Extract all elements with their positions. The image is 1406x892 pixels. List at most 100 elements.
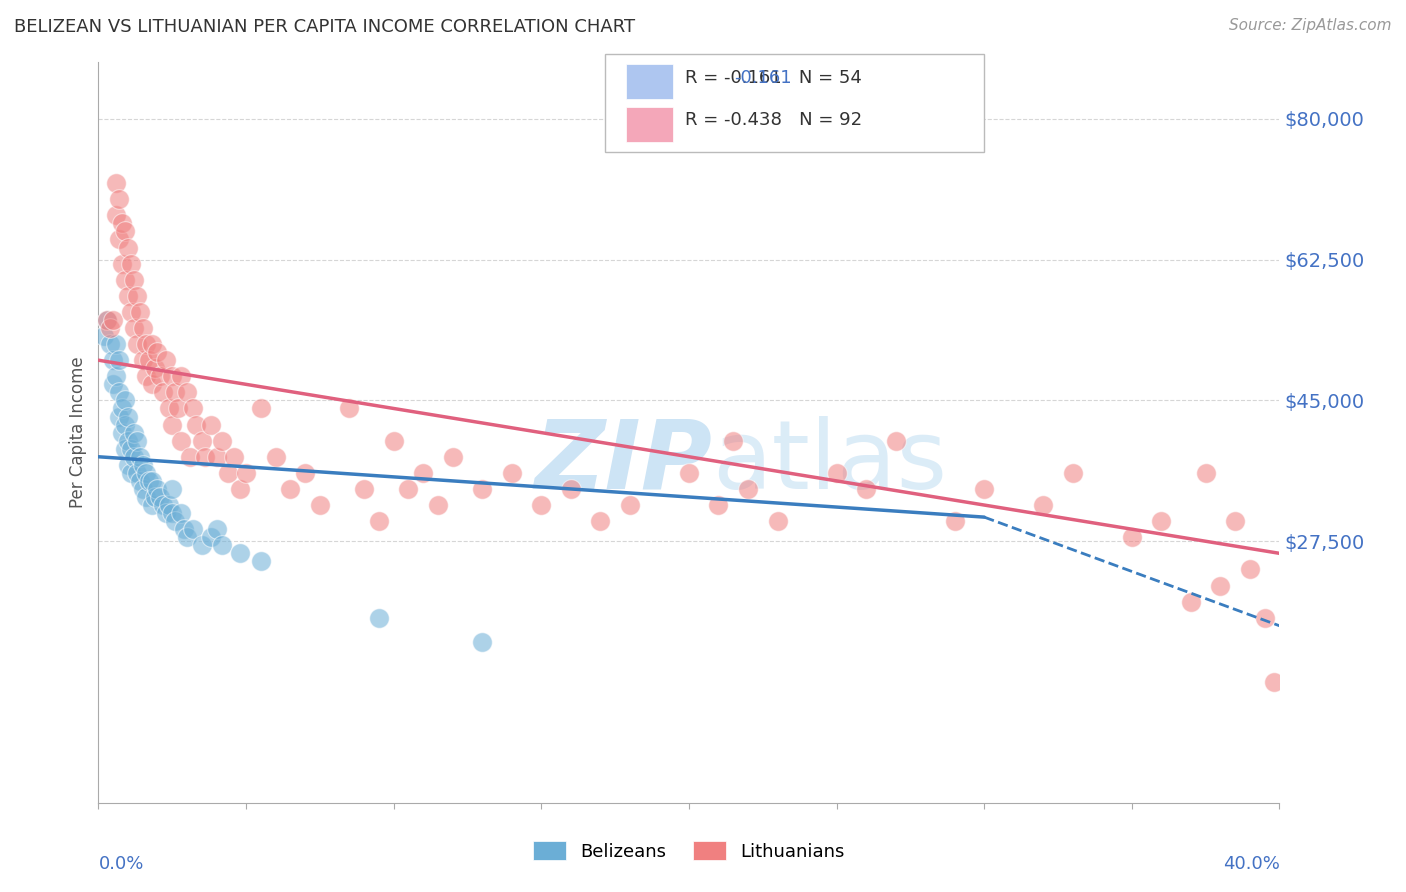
- Point: [111, 257, 134, 271]
- Point: [1032, 498, 1054, 512]
- Point: [96, 313, 118, 327]
- Point: [146, 482, 169, 496]
- Point: [128, 305, 150, 319]
- Point: [96, 313, 118, 327]
- Point: [111, 425, 134, 440]
- Point: [120, 442, 142, 456]
- Point: [398, 482, 420, 496]
- Point: [162, 482, 183, 496]
- Point: [108, 385, 131, 400]
- Point: [117, 458, 139, 472]
- Point: [98, 321, 121, 335]
- Point: [179, 450, 201, 464]
- Point: [224, 450, 246, 464]
- Point: [143, 490, 166, 504]
- Point: [128, 474, 150, 488]
- Point: [157, 498, 180, 512]
- Text: R = -0.161   N = 54: R = -0.161 N = 54: [685, 69, 862, 87]
- Point: [294, 466, 316, 480]
- Point: [211, 538, 233, 552]
- Point: [146, 345, 169, 359]
- Point: [162, 506, 183, 520]
- Point: [194, 450, 217, 464]
- Point: [973, 482, 995, 496]
- Point: [120, 305, 142, 319]
- Point: [235, 466, 257, 480]
- Point: [211, 434, 233, 448]
- Point: [1239, 562, 1261, 576]
- Point: [105, 369, 128, 384]
- Point: [149, 369, 172, 384]
- Point: [122, 450, 145, 464]
- Point: [128, 450, 150, 464]
- Point: [117, 409, 139, 424]
- Point: [1180, 594, 1202, 608]
- Text: atlas: atlas: [713, 416, 948, 508]
- Point: [103, 313, 125, 327]
- Point: [766, 514, 789, 528]
- Point: [157, 401, 180, 416]
- Point: [471, 635, 494, 649]
- Point: [884, 434, 907, 448]
- Point: [149, 490, 172, 504]
- Point: [205, 450, 228, 464]
- Point: [339, 401, 361, 416]
- Text: -0.161: -0.161: [734, 69, 792, 87]
- Point: [441, 450, 464, 464]
- Point: [111, 216, 134, 230]
- Point: [105, 208, 128, 222]
- Point: [152, 498, 174, 512]
- Point: [108, 409, 131, 424]
- Point: [205, 522, 228, 536]
- Point: [132, 458, 155, 472]
- Point: [181, 401, 204, 416]
- Point: [162, 417, 183, 432]
- Point: [125, 289, 148, 303]
- Point: [125, 337, 148, 351]
- Point: [165, 514, 187, 528]
- Point: [108, 353, 131, 368]
- Point: [155, 353, 177, 368]
- Point: [132, 321, 155, 335]
- Point: [309, 498, 332, 512]
- Point: [530, 498, 553, 512]
- Point: [250, 401, 273, 416]
- Point: [217, 466, 239, 480]
- Text: Source: ZipAtlas.com: Source: ZipAtlas.com: [1229, 18, 1392, 33]
- Point: [114, 224, 136, 238]
- Point: [162, 369, 183, 384]
- Legend: Belizeans, Lithuanians: Belizeans, Lithuanians: [526, 834, 852, 868]
- Point: [138, 353, 160, 368]
- Point: [114, 273, 136, 287]
- Point: [250, 554, 273, 568]
- Point: [191, 434, 214, 448]
- Point: [1121, 530, 1143, 544]
- Point: [141, 474, 163, 488]
- Point: [120, 257, 142, 271]
- Point: [412, 466, 434, 480]
- Point: [170, 506, 193, 520]
- Point: [98, 337, 121, 351]
- Point: [141, 377, 163, 392]
- Point: [723, 434, 745, 448]
- Point: [382, 434, 405, 448]
- Point: [1254, 610, 1277, 624]
- Point: [560, 482, 582, 496]
- Point: [155, 506, 177, 520]
- Point: [368, 514, 391, 528]
- Point: [135, 369, 157, 384]
- Text: 0.0%: 0.0%: [98, 855, 143, 872]
- Point: [122, 273, 145, 287]
- Text: BELIZEAN VS LITHUANIAN PER CAPITA INCOME CORRELATION CHART: BELIZEAN VS LITHUANIAN PER CAPITA INCOME…: [14, 18, 636, 36]
- Point: [737, 482, 759, 496]
- Point: [125, 434, 148, 448]
- Point: [707, 498, 730, 512]
- Point: [368, 610, 391, 624]
- Point: [1150, 514, 1173, 528]
- Point: [105, 176, 128, 190]
- Point: [1209, 578, 1232, 592]
- Point: [135, 466, 157, 480]
- Point: [170, 369, 193, 384]
- Point: [427, 498, 450, 512]
- Point: [122, 425, 145, 440]
